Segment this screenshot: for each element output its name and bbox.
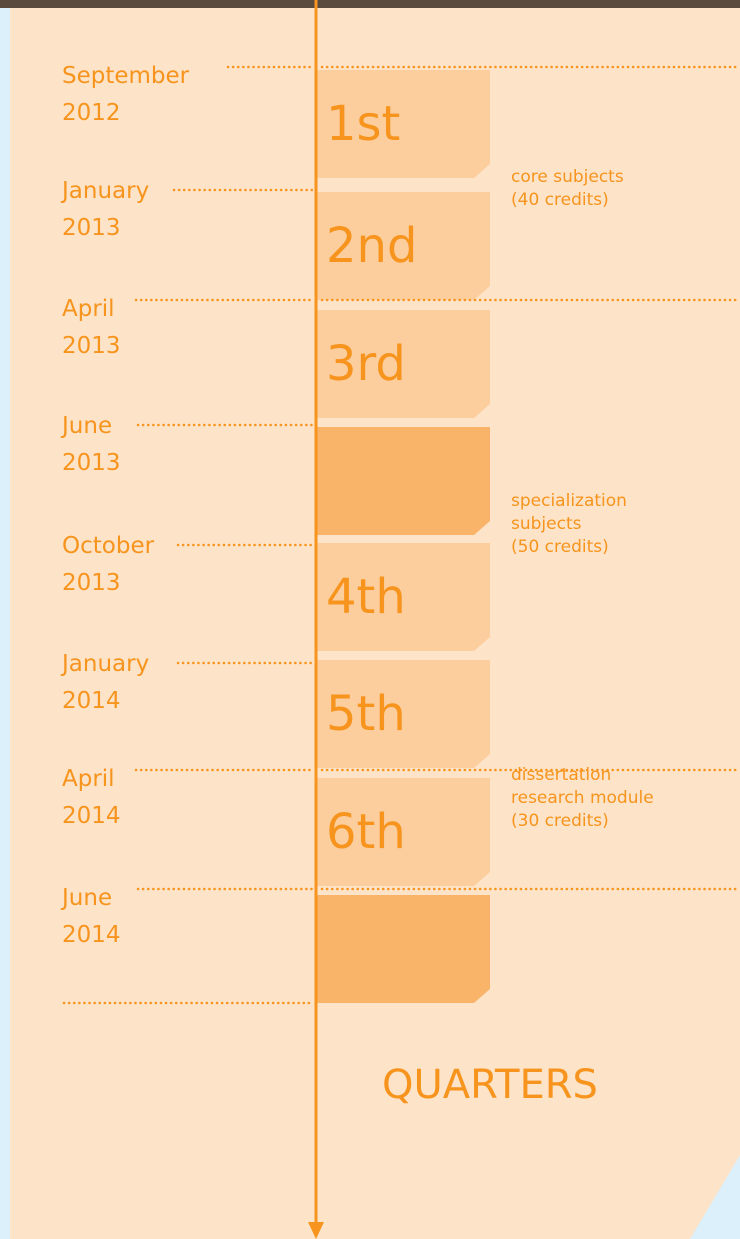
group-label: research module <box>511 788 654 808</box>
group-label: dissertation <box>511 765 611 785</box>
timeline-diagram: QUARTERS 1st 2nd 3rd 4th 5th 6th September 2012… <box>0 0 740 1239</box>
date-year: 2013 <box>62 450 121 476</box>
date-year: 2013 <box>62 215 121 241</box>
quarter-label: 3rd <box>326 336 406 392</box>
group-label: (40 credits) <box>511 190 609 210</box>
quarter-label: 2nd <box>326 218 417 274</box>
date-year: 2013 <box>62 570 121 596</box>
quarter-block <box>316 895 490 1003</box>
date-month: January <box>60 651 149 677</box>
date-month: June <box>60 885 112 911</box>
date-year: 2014 <box>62 922 121 948</box>
quarter-label: 5th <box>326 686 406 742</box>
date-year: 2014 <box>62 803 121 829</box>
date-year: 2013 <box>62 333 121 359</box>
date-month: January <box>60 178 149 204</box>
axis-label: QUARTERS <box>382 1062 598 1108</box>
date-month: September <box>62 63 190 89</box>
date-year: 2014 <box>62 688 121 714</box>
group-label: core subjects <box>511 167 624 187</box>
date-year: 2012 <box>62 100 121 126</box>
date-month: April <box>62 296 115 322</box>
group-label: subjects <box>511 514 582 534</box>
quarter-label: 6th <box>326 804 406 860</box>
quarter-label: 1st <box>326 96 400 152</box>
group-label: (30 credits) <box>511 811 609 831</box>
date-month: April <box>62 766 115 792</box>
group-label: specialization <box>511 491 627 511</box>
quarter-block <box>316 427 490 535</box>
date-month: October <box>62 533 155 559</box>
date-month: June <box>60 413 112 439</box>
top-photo-strip <box>0 0 740 8</box>
quarter-label: 4th <box>326 569 406 625</box>
group-label: (50 credits) <box>511 537 609 557</box>
